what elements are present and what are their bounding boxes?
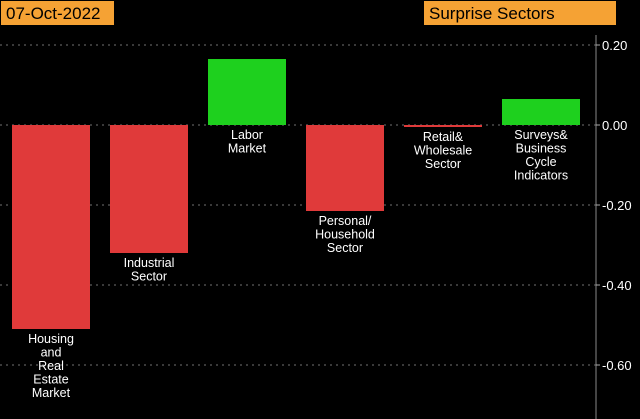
category-label: Surveys& Business Cycle Indicators <box>514 128 569 183</box>
category-label-line: Industrial <box>124 256 175 270</box>
y-tick-label: -0.20 <box>602 198 632 213</box>
category-label: Labor Market <box>228 128 267 156</box>
y-tick-label: -0.60 <box>602 358 632 373</box>
y-tick-label: -0.40 <box>602 278 632 293</box>
chart-title: Surprise Sectors <box>429 4 555 23</box>
category-label-line: and <box>41 346 62 360</box>
category-label-line: Personal/ <box>319 214 372 228</box>
category-label-line: Cycle <box>525 155 556 169</box>
category-label-line: Retail& <box>423 130 464 144</box>
category-label-line: Household <box>315 228 375 242</box>
bars <box>12 59 580 329</box>
category-label-line: Sector <box>327 241 363 255</box>
y-tick-label: 0.00 <box>602 118 627 133</box>
date-box <box>1 1 114 25</box>
category-label-line: Sector <box>131 270 167 284</box>
category-label-line: Real <box>38 359 64 373</box>
category-label-line: Business <box>516 142 567 156</box>
category-label-line: Sector <box>425 157 461 171</box>
title-box <box>424 1 616 25</box>
category-label-line: Labor <box>231 128 263 142</box>
bar <box>404 125 482 127</box>
bar <box>208 59 286 125</box>
category-label-line: Estate <box>33 373 68 387</box>
category-label-line: Market <box>228 142 267 156</box>
bar <box>306 125 384 211</box>
category-label-line: Wholesale <box>414 144 472 158</box>
category-label-line: Market <box>32 386 71 400</box>
bar <box>502 99 580 125</box>
y-axis: 0.20 0.00 -0.20 -0.40 -0.60 <box>595 35 632 419</box>
category-label: Industrial Sector <box>124 256 175 284</box>
category-label-line: Surveys& <box>514 128 568 142</box>
bar <box>12 125 90 329</box>
category-label-line: Indicators <box>514 169 568 183</box>
category-label: Housing and Real Estate Market <box>28 332 74 400</box>
y-tick-label: 0.20 <box>602 38 627 53</box>
date-label: 07-Oct-2022 <box>6 4 101 23</box>
category-label-line: Housing <box>28 332 74 346</box>
category-label: Personal/Household Sector <box>315 214 375 255</box>
category-label: Retail& Wholesale Sector <box>414 130 472 171</box>
bar <box>110 125 188 253</box>
